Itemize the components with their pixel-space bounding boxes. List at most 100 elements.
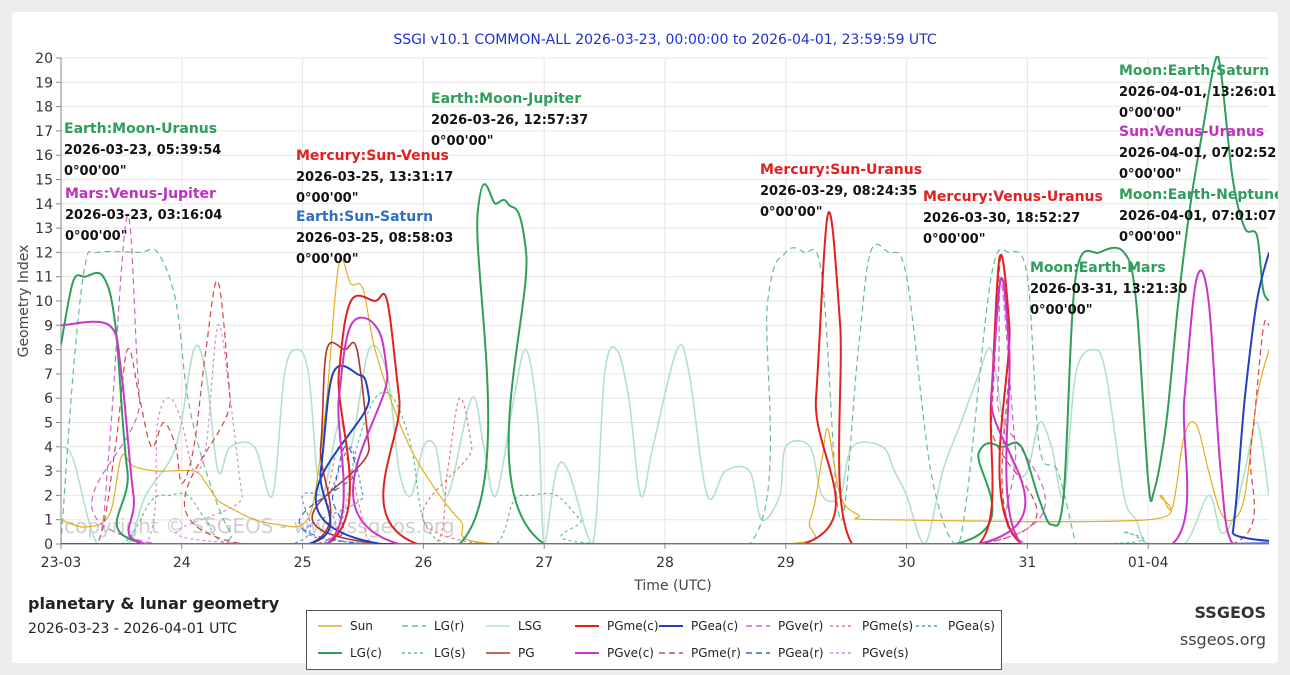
annotation-date: 2026-04-01, 07:02:52: [1119, 146, 1276, 161]
y-tick-label: 20: [35, 51, 53, 67]
series-line-pgvec: [61, 269, 1269, 544]
annotation-angle: 0°00'00": [65, 229, 127, 244]
annotation-angle: 0°00'00": [1119, 167, 1181, 182]
y-tick-label: 0: [44, 537, 53, 553]
legend-label: PGea(r): [778, 646, 824, 660]
x-tick-label: 23-03: [41, 555, 82, 571]
y-tick-label: 3: [44, 464, 53, 480]
legend-label: PGve(r): [778, 619, 824, 633]
annotation-angle: 0°00'00": [64, 164, 126, 179]
legend-label: PGea(s): [948, 619, 995, 633]
y-axis-label: Geometry Index: [16, 245, 32, 358]
legend-label: PGme(s): [862, 619, 914, 633]
legend-label: PG: [518, 646, 535, 660]
y-tick-label: 8: [44, 343, 53, 359]
legend-swatch: [575, 652, 599, 654]
x-tick-label: 24: [173, 555, 191, 571]
series-line-lgc: [61, 56, 1269, 544]
annotation-title: Earth:Moon-Jupiter: [431, 91, 581, 107]
legend-swatch: [402, 625, 426, 627]
y-tick-label: 11: [35, 270, 53, 286]
legend: Sun LG(r) LSG PGme(c) PGea(c) PGve(r) PGme(s) P…: [306, 610, 1002, 670]
annotation-title: Moon:Earth-Saturn: [1119, 63, 1269, 79]
x-axis-label: Time (UTC): [633, 578, 711, 594]
legend-swatch: [830, 625, 854, 627]
series-line-pgves: [61, 324, 1269, 544]
annotation-title: Earth:Moon-Uranus: [64, 121, 217, 137]
series-line-pgmec: [61, 211, 1269, 544]
x-tick-label: 01-04: [1128, 555, 1169, 571]
y-tick-label: 18: [35, 100, 53, 116]
y-tick-label: 12: [35, 245, 53, 261]
x-tick-label: 28: [656, 555, 674, 571]
annotation-title: Moon:Earth-Mars: [1030, 260, 1166, 276]
annotation-date: 2026-03-25, 08:58:03: [296, 231, 453, 246]
series-line-lgr: [61, 243, 1077, 544]
footer-title: planetary & lunar geometry: [28, 594, 280, 613]
annotation-angle: 0°00'00": [431, 134, 493, 149]
annotation-angle: 0°00'00": [1030, 303, 1092, 318]
annotation-title: Mars:Venus-Jupiter: [65, 186, 216, 202]
annotation-date: 2026-04-01, 13:26:01: [1119, 85, 1276, 100]
chart-card: SSGI v10.1 COMMON-ALL 2026-03-23, 00:00:…: [12, 12, 1278, 670]
legend-label: PGea(c): [691, 619, 739, 633]
annotation-title: Mercury:Venus-Uranus: [923, 189, 1103, 205]
legend-swatch: [746, 625, 770, 627]
y-tick-label: 6: [44, 391, 53, 407]
geometry-chart: SSGI v10.1 COMMON-ALL 2026-03-23, 00:00:…: [16, 32, 1278, 594]
legend-swatch: [830, 652, 854, 654]
legend-swatch: [659, 652, 683, 654]
series-line-pgeac: [61, 252, 1269, 544]
legend-swatch: [318, 652, 342, 654]
annotation-angle: 0°00'00": [923, 232, 985, 247]
annotation-date: 2026-03-30, 18:52:27: [923, 211, 1080, 226]
annotation-date: 2026-03-23, 05:39:54: [64, 143, 221, 158]
annotation-angle: 0°00'00": [1119, 106, 1181, 121]
y-tick-label: 16: [35, 148, 53, 164]
annotation-date: 2026-03-29, 08:24:35: [760, 184, 917, 199]
y-tick-label: 1: [44, 513, 53, 529]
legend-swatch: [318, 625, 342, 627]
legend-swatch: [746, 652, 770, 654]
y-tick-label: 10: [35, 294, 53, 310]
y-tick-label: 7: [44, 367, 53, 383]
legend-label: LG(r): [434, 619, 465, 633]
footer-date-range: 2026-03-23 - 2026-04-01 UTC: [28, 621, 237, 637]
y-tick-label: 15: [35, 173, 53, 189]
brand-url: ssgeos.org: [1179, 630, 1266, 649]
x-tick-label: 27: [535, 555, 553, 571]
x-tick-label: 30: [898, 555, 916, 571]
y-tick-label: 14: [35, 197, 53, 213]
y-tick-label: 4: [44, 440, 53, 456]
legend-label: PGve(c): [607, 646, 654, 660]
annotation-angle: 0°00'00": [296, 252, 358, 267]
y-tick-label: 2: [44, 488, 53, 504]
series-line-pgear: [61, 445, 1269, 544]
annotation-angle: 0°00'00": [1119, 230, 1181, 245]
x-tick-label: 31: [1018, 555, 1036, 571]
annotation-title: Moon:Earth-Neptune: [1119, 187, 1278, 203]
annotation-angle: 0°00'00": [296, 191, 358, 206]
annotation-date: 2026-04-01, 07:01:07: [1119, 209, 1276, 224]
legend-swatch: [575, 625, 599, 627]
series-line-pgmer: [61, 255, 1269, 544]
x-tick-label: 26: [414, 555, 432, 571]
legend-label: LG(s): [434, 646, 466, 660]
legend-label: PGme(c): [607, 619, 659, 633]
legend-label: LG(c): [350, 646, 382, 660]
y-tick-label: 13: [35, 221, 53, 237]
series-line-pgver: [61, 215, 1269, 544]
y-tick-label: 5: [44, 416, 53, 432]
y-tick-label: 9: [44, 318, 53, 334]
legend-swatch: [402, 652, 426, 654]
legend-label: PGme(r): [691, 646, 741, 660]
annotation-title: Sun:Venus-Uranus: [1119, 124, 1264, 140]
annotation-title: Mercury:Sun-Venus: [296, 148, 449, 164]
legend-label: Sun: [350, 619, 373, 633]
annotation-title: Mercury:Sun-Uranus: [760, 162, 922, 178]
legend-swatch: [659, 625, 683, 627]
chart-title: SSGI v10.1 COMMON-ALL 2026-03-23, 00:00:…: [393, 32, 937, 48]
annotation-date: 2026-03-26, 12:57:37: [431, 113, 588, 128]
y-tick-label: 19: [35, 75, 53, 91]
legend-swatch: [916, 625, 940, 627]
